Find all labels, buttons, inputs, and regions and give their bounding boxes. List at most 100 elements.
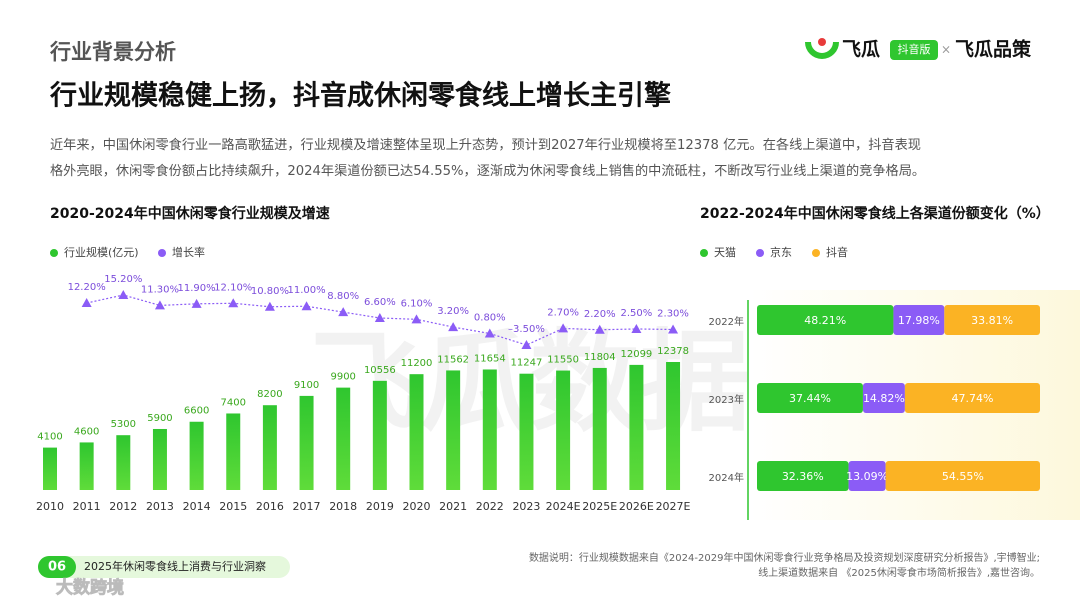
y-tick-label: 2022年	[709, 315, 744, 328]
growth-marker	[411, 314, 422, 324]
bar-segment	[944, 305, 1040, 335]
x-tick-label: 2026E	[619, 500, 654, 513]
growth-label: 2.30%	[657, 308, 689, 319]
growth-marker	[374, 312, 385, 322]
x-tick-label: 2013	[146, 500, 174, 513]
x-tick-label: 2018	[329, 500, 357, 513]
x-tick-label: 2022	[476, 500, 504, 513]
bar	[556, 370, 571, 490]
bar	[446, 370, 461, 490]
y-tick-label: 2024年	[709, 471, 744, 484]
bar	[79, 442, 94, 490]
growth-marker	[118, 290, 129, 299]
bar	[152, 428, 167, 490]
growth-marker	[228, 298, 239, 308]
bar	[299, 395, 314, 490]
page-number: 06	[48, 560, 66, 575]
bar	[336, 387, 351, 490]
bar	[629, 364, 644, 490]
growth-label: 2.70%	[547, 307, 579, 318]
growth-label: 12.20%	[68, 282, 106, 293]
bar-label: 4100	[37, 432, 62, 443]
growth-label: 6.10%	[401, 298, 433, 309]
legend-swatch	[756, 249, 764, 257]
paragraph-line: 格外亮眼，休闲零食份额占比持续飙升，2024年渠道份额已达54.55%，逐渐成为…	[50, 162, 925, 179]
x-tick-label: 2024E	[546, 500, 581, 513]
segment-label: 54.55%	[942, 470, 984, 483]
bar-label: 10556	[364, 365, 396, 376]
bar-label: 11804	[584, 352, 616, 363]
growth-marker	[264, 301, 275, 311]
logo-cross: ×	[941, 43, 951, 57]
growth-marker	[448, 322, 459, 332]
x-tick-label: 2017	[293, 500, 321, 513]
legend-label: 京东	[770, 245, 792, 259]
bar-label: 12099	[620, 349, 652, 360]
bar	[482, 369, 497, 490]
bar	[262, 405, 277, 490]
legend-swatch	[812, 249, 820, 257]
source-note: 线上渠道数据来自 《2025休闲零食市场简析报告》,嘉世咨询。	[758, 566, 1040, 579]
y-tick-label: 2023年	[709, 393, 744, 406]
paragraph-line: 近年来，中国休闲零食行业一路高歌猛进，行业规模及增速整体呈现上升态势，预计到20…	[50, 136, 921, 153]
growth-marker	[301, 301, 312, 311]
logo-partner: 飞瓜品策	[955, 38, 1032, 61]
x-tick-label: 2011	[73, 500, 101, 513]
growth-marker	[338, 307, 349, 317]
bar-segment	[885, 461, 1040, 491]
growth-label: –3.50%	[508, 324, 545, 335]
bar-segment	[757, 305, 894, 335]
segment-label: 32.36%	[782, 470, 824, 483]
bar-label: 11562	[437, 354, 469, 365]
growth-marker	[558, 323, 569, 333]
x-tick-label: 2019	[366, 500, 394, 513]
growth-marker	[154, 300, 165, 310]
growth-label: 0.80%	[474, 313, 506, 324]
x-tick-label: 2010	[36, 500, 64, 513]
x-tick-label: 2027E	[656, 500, 691, 513]
bar-label: 8200	[257, 389, 282, 400]
bar-label: 6600	[184, 406, 209, 417]
growth-label: 11.90%	[178, 283, 216, 294]
bar-segment	[757, 461, 849, 491]
bar-segment	[848, 461, 886, 491]
footer-pill	[38, 556, 290, 578]
growth-label: 11.30%	[141, 284, 179, 295]
legend-label: 增长率	[172, 245, 205, 259]
footer-badge	[38, 556, 76, 578]
growth-marker	[668, 324, 679, 334]
source-note: 数据说明：行业规模数据来自《2024-2029年中国休闲零食行业竞争格局及投资规…	[529, 551, 1040, 564]
bar-segment	[862, 383, 905, 413]
bar	[189, 421, 204, 490]
bar	[372, 380, 387, 490]
footer-report: 2025年休闲零食线上消费与行业洞察	[84, 559, 266, 573]
bar-label: 4600	[74, 426, 99, 437]
growth-label: 2.50%	[621, 308, 653, 319]
legend-swatch	[50, 249, 58, 257]
growth-label: 3.20%	[437, 306, 469, 317]
segment-label: 33.81%	[971, 314, 1013, 327]
x-tick-label: 2016	[256, 500, 284, 513]
legend-swatch	[700, 249, 708, 257]
bar-label: 12378	[657, 346, 689, 357]
x-tick-label: 2023	[512, 500, 540, 513]
bar	[116, 435, 131, 490]
logo-brand: 飞瓜	[842, 39, 880, 61]
growth-label: 10.80%	[251, 286, 289, 297]
bar-label: 9900	[330, 372, 355, 383]
logo-badge-bg	[890, 40, 938, 60]
x-tick-label: 2012	[109, 500, 137, 513]
bar-segment	[757, 383, 863, 413]
growth-marker	[631, 323, 642, 333]
growth-label: 2.20%	[584, 309, 616, 320]
corner-watermark: 大数跨境	[56, 577, 124, 598]
legend-swatch	[158, 249, 166, 257]
segment-label: 48.21%	[804, 314, 846, 327]
x-tick-label: 2015	[219, 500, 247, 513]
bar-label: 11247	[511, 358, 543, 369]
bar-segment	[893, 305, 945, 335]
growth-label: 15.20%	[104, 274, 142, 285]
legend-label: 天猫	[714, 246, 736, 259]
section-label: 行业背景分析	[49, 40, 176, 64]
